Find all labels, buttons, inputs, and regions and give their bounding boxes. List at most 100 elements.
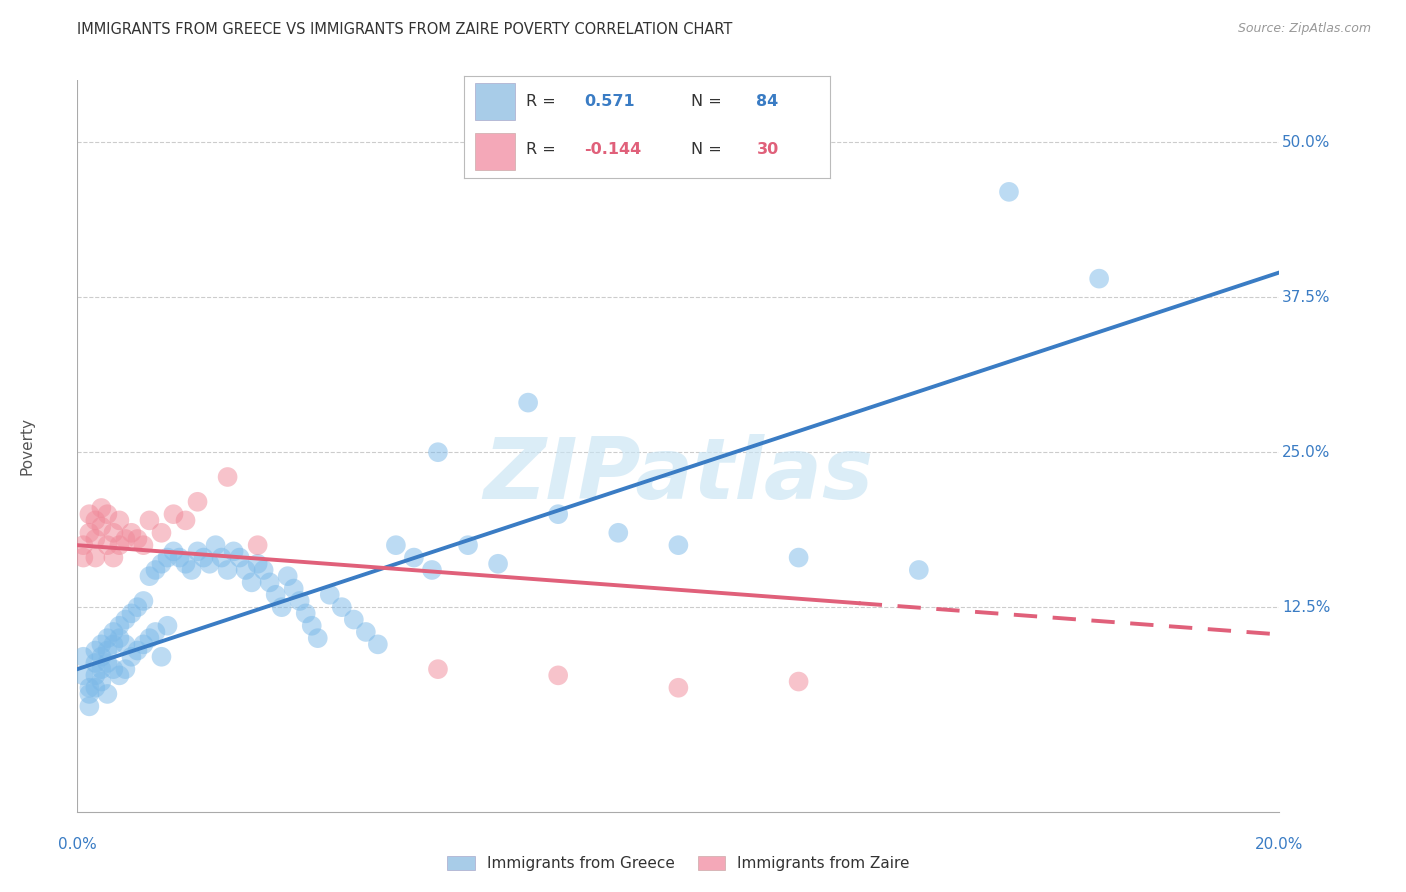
Point (79, 681, 101, 695)
Point (90, 662, 112, 676)
Point (253, 563, 276, 577)
Point (235, 563, 257, 577)
Point (138, 569, 160, 583)
Point (427, 445, 450, 459)
Point (156, 550, 179, 565)
Point (103, 525, 125, 540)
Point (240, 575, 263, 590)
Point (90, 674, 112, 689)
Point (114, 637, 136, 651)
Point (127, 643, 149, 657)
Point (132, 637, 155, 651)
Point (84, 643, 107, 657)
Point (79, 507, 101, 521)
Point (79, 687, 101, 701)
Point (402, 550, 425, 565)
Text: 25.0%: 25.0% (1282, 445, 1330, 459)
Point (222, 544, 245, 558)
Point (103, 637, 125, 651)
Text: R =: R = (526, 94, 561, 109)
Point (211, 550, 233, 565)
Point (96, 643, 118, 657)
Point (84, 668, 107, 682)
Point (174, 513, 197, 527)
Text: Poverty: Poverty (20, 417, 34, 475)
Point (103, 624, 125, 639)
Point (787, 674, 810, 689)
Text: ZIPatlas: ZIPatlas (484, 434, 873, 516)
Point (145, 624, 167, 639)
Point (90, 649, 112, 664)
Point (288, 594, 311, 608)
Point (307, 631, 329, 645)
Bar (475, 133, 515, 170)
Point (246, 538, 269, 552)
Point (96, 656, 118, 670)
Point (354, 624, 377, 639)
Point (108, 668, 131, 682)
Point (138, 631, 160, 645)
Text: 84: 84 (756, 94, 779, 109)
Point (90, 519, 112, 533)
Point (547, 507, 569, 521)
Point (367, 637, 389, 651)
Point (96, 631, 118, 645)
Point (198, 557, 221, 571)
Point (1088, 271, 1111, 285)
Point (108, 631, 131, 645)
Point (84, 550, 107, 565)
Point (96, 687, 118, 701)
Point (132, 538, 155, 552)
Text: N =: N = (690, 142, 727, 157)
Point (193, 550, 215, 565)
Point (108, 538, 131, 552)
Point (264, 588, 287, 602)
Point (84, 681, 107, 695)
Point (457, 538, 479, 552)
Point (162, 507, 184, 521)
Point (186, 544, 209, 558)
Text: R =: R = (526, 142, 561, 157)
Text: 12.5%: 12.5% (1282, 599, 1330, 615)
Point (420, 563, 443, 577)
Point (330, 600, 353, 615)
Point (228, 550, 250, 565)
Point (319, 588, 342, 602)
Point (547, 668, 569, 682)
Point (998, 185, 1021, 199)
Bar (475, 83, 515, 120)
Text: -0.144: -0.144 (585, 142, 643, 157)
Point (150, 649, 173, 664)
Point (162, 544, 184, 558)
Text: 50.0%: 50.0% (1282, 135, 1330, 150)
Point (283, 582, 305, 596)
Point (103, 550, 125, 565)
Point (259, 575, 281, 590)
Point (607, 525, 630, 540)
Point (150, 525, 173, 540)
Point (103, 662, 125, 676)
Point (127, 532, 149, 546)
Point (156, 619, 179, 633)
Text: IMMIGRANTS FROM GREECE VS IMMIGRANTS FROM ZAIRE POVERTY CORRELATION CHART: IMMIGRANTS FROM GREECE VS IMMIGRANTS FRO… (77, 22, 733, 37)
Point (270, 600, 292, 615)
Point (427, 662, 450, 676)
Text: 30: 30 (756, 142, 779, 157)
Point (486, 557, 509, 571)
Point (72, 668, 94, 682)
Point (72, 538, 94, 552)
Point (108, 619, 131, 633)
Point (174, 557, 197, 571)
Point (120, 525, 142, 540)
Point (90, 637, 112, 651)
Point (517, 395, 540, 409)
Point (72, 550, 94, 565)
Point (668, 681, 690, 695)
Point (217, 470, 239, 484)
Point (343, 613, 366, 627)
Text: Source: ZipAtlas.com: Source: ZipAtlas.com (1237, 22, 1371, 36)
Point (132, 594, 155, 608)
Point (217, 563, 239, 577)
Point (169, 550, 191, 565)
Point (96, 507, 118, 521)
